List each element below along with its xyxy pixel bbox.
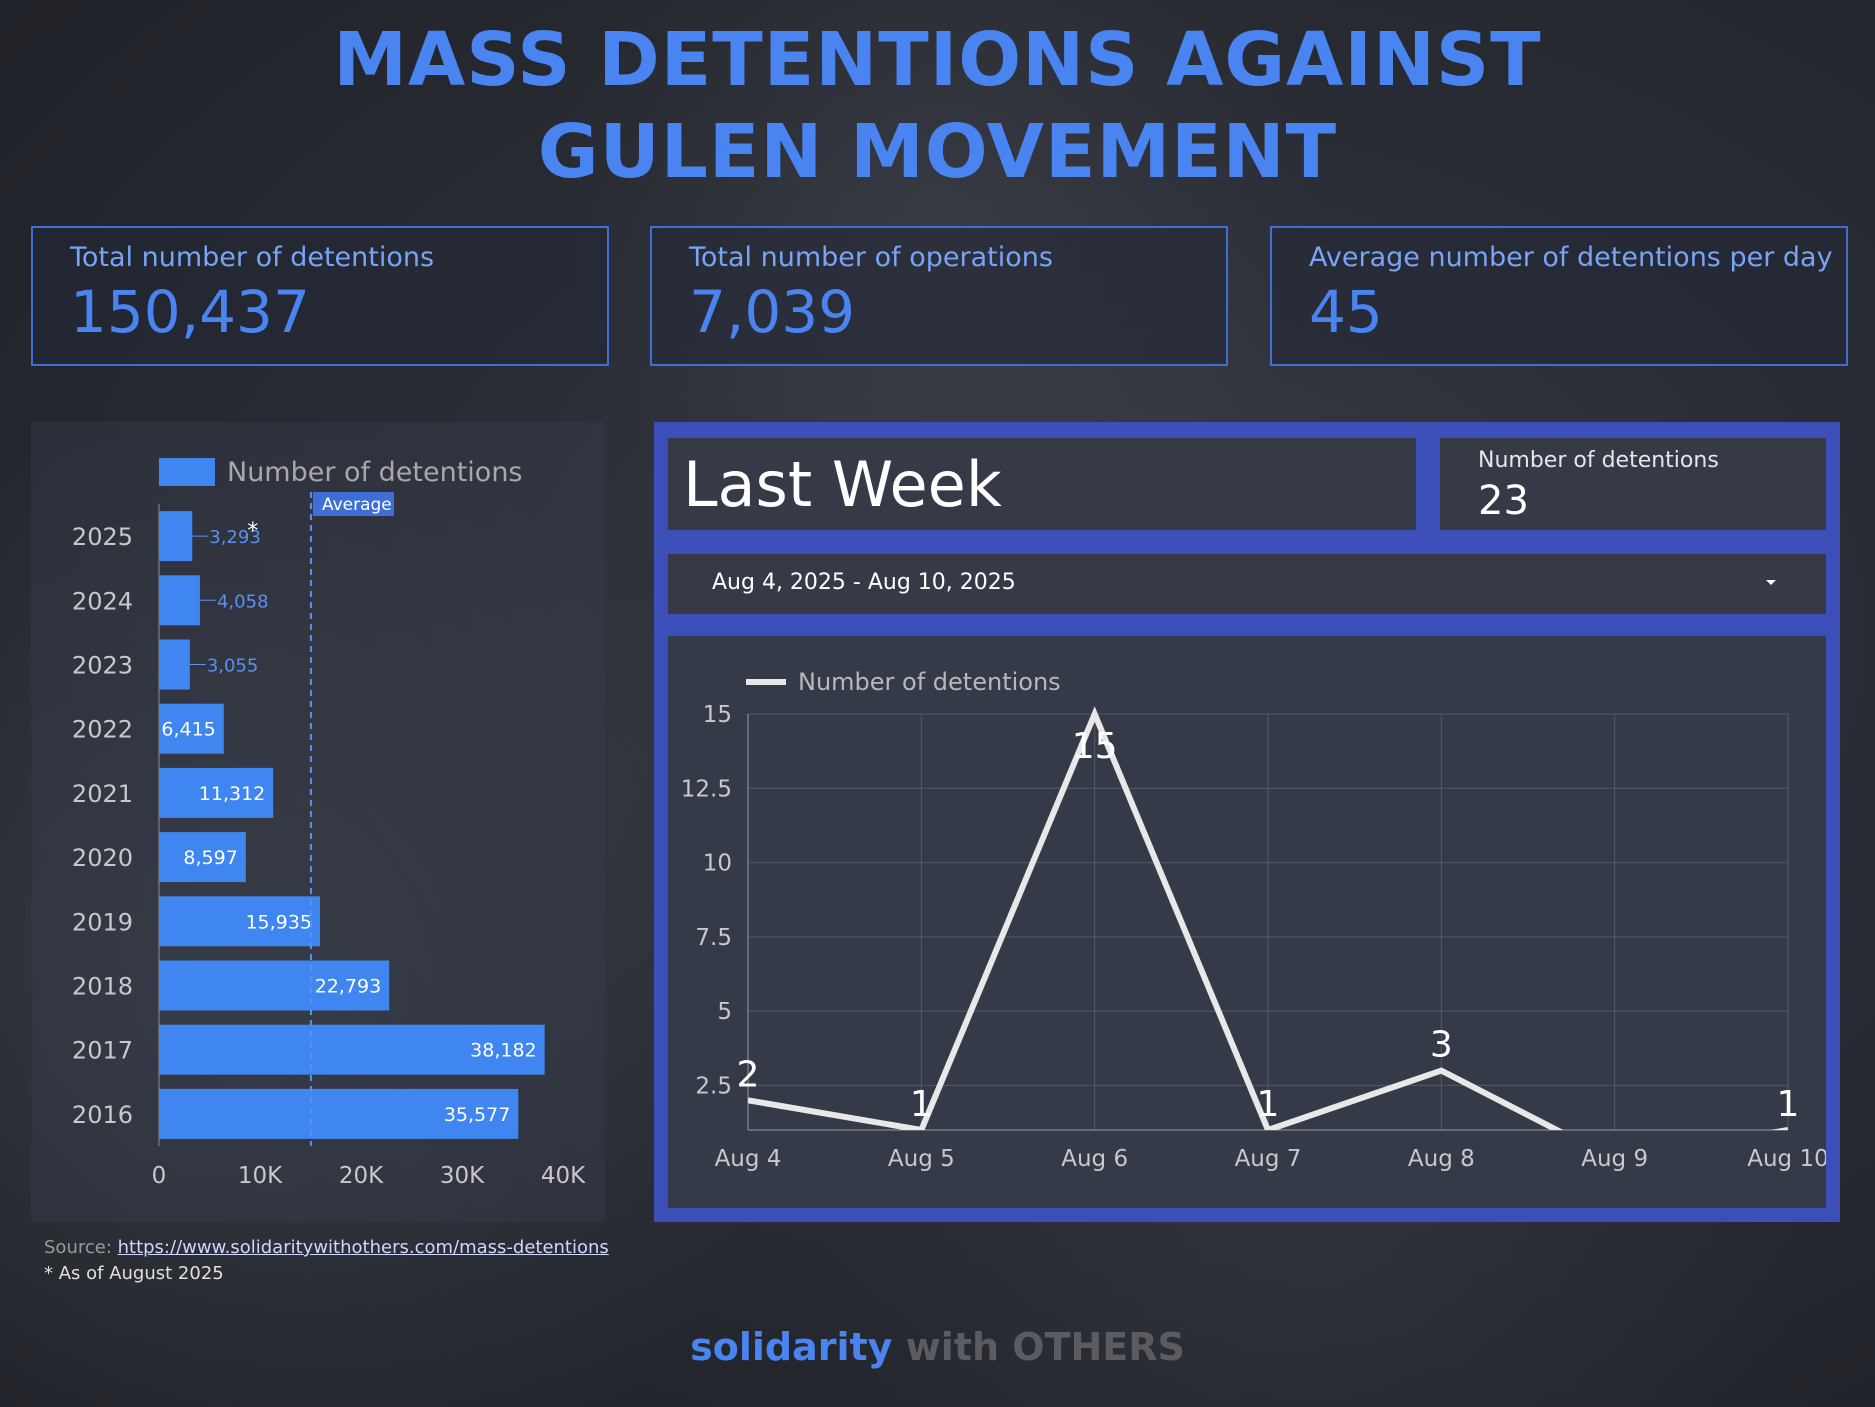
bar-value-label: 38,182 — [470, 1040, 536, 1062]
last-week-header: Last Week — [668, 438, 1416, 530]
source-credit: Source: https://www.solidaritywithothers… — [44, 1237, 609, 1258]
y-tick-label: 15 — [703, 702, 732, 728]
bar-category-label: 2019 — [72, 908, 133, 936]
bar-value-label: 6,415 — [161, 719, 215, 741]
x-tick-label: Aug 9 — [1581, 1146, 1648, 1172]
x-tick-label: Aug 8 — [1408, 1146, 1475, 1172]
point-label: 2 — [737, 1054, 760, 1095]
y-tick-label: 10 — [703, 851, 732, 877]
asterisk-mark: * — [247, 519, 258, 544]
kpi-avg-per-day: Average number of detentions per day 45 — [1270, 226, 1848, 366]
legend-swatch — [159, 458, 215, 486]
bar-value-label: 35,577 — [444, 1104, 510, 1126]
bar-value-label: 8,597 — [183, 847, 237, 869]
last-week-panel: Last Week Number of detentions 23 Aug 4,… — [654, 422, 1840, 1222]
date-range-text: Aug 4, 2025 - Aug 10, 2025 — [712, 570, 1016, 595]
x-tick-label: Aug 7 — [1235, 1146, 1302, 1172]
bar-2022 — [159, 703, 224, 754]
bar-category-label: 2022 — [72, 716, 133, 744]
average-label-bg — [312, 492, 394, 516]
bar-value-label: 22,793 — [315, 976, 381, 998]
title-line-1: MASS DETENTIONS AGAINST — [333, 17, 1542, 103]
point-label: 1 — [910, 1084, 933, 1125]
bar-category-label: 2016 — [72, 1101, 133, 1129]
kpi-value: 150,437 — [70, 278, 310, 346]
x-tick-label: 30K — [440, 1163, 485, 1189]
source-link[interactable]: https://www.solidaritywithothers.com/mas… — [117, 1237, 609, 1258]
bar-category-label: 2017 — [72, 1037, 133, 1065]
x-tick-label: Aug 10 — [1747, 1146, 1826, 1172]
bar-category-label: 2020 — [72, 844, 133, 872]
kpi-value: 7,039 — [689, 278, 856, 346]
kpi-label: Total number of operations — [689, 242, 1053, 273]
daily-line-chart: Number of detentions 2.5 5 7.5 10 12.5 15 Aug … — [681, 668, 1829, 1172]
point-label: 15 — [1072, 726, 1118, 767]
page-title: MASS DETENTIONS AGAINST GULEN MOVEMENT — [0, 14, 1875, 198]
bar-category-label: 2021 — [72, 780, 133, 808]
bar-2024 — [159, 575, 200, 626]
bar-category-label: 2024 — [72, 587, 133, 615]
x-tick-label: 0 — [152, 1163, 167, 1189]
bar-2019 — [159, 896, 320, 947]
y-tick-label: 12.5 — [681, 776, 732, 802]
point-label: 1 — [1257, 1084, 1280, 1125]
kpi-total-operations: Total number of operations 7,039 — [650, 226, 1228, 366]
x-tick-label: 10K — [238, 1163, 283, 1189]
x-tick-label: Aug 5 — [888, 1146, 955, 1172]
x-tick-label: Aug 4 — [715, 1146, 782, 1172]
x-tick-label: 40K — [541, 1163, 586, 1189]
point-label: 3 — [1430, 1025, 1453, 1066]
y-tick-label: 2.5 — [695, 1073, 732, 1099]
footnote: * As of August 2025 — [44, 1263, 224, 1284]
kpi-label: Average number of detentions per day — [1309, 242, 1833, 273]
bar-category-label: 2018 — [72, 973, 133, 1001]
legend-label: Number of detentions — [798, 668, 1061, 696]
kpi-value: 45 — [1309, 278, 1383, 346]
bar-2023 — [159, 639, 190, 690]
legend-label: Number of detentions — [227, 457, 523, 488]
scorecard-value: 23 — [1478, 478, 1529, 524]
source-prefix: Source: — [44, 1237, 118, 1258]
bar-2017 — [159, 1024, 545, 1075]
last-week-scorecard: Number of detentions 23 — [1440, 438, 1826, 530]
dropdown-caret-icon[interactable] — [1766, 580, 1776, 585]
bar-2016 — [159, 1088, 519, 1139]
daily-line-chart-panel: Number of detentions 2.5 5 7.5 10 12.5 15 Aug … — [668, 636, 1829, 1208]
kpi-label: Total number of detentions — [70, 242, 435, 273]
bar-value-label: 15,935 — [245, 911, 311, 933]
bar-2020 — [159, 832, 246, 883]
last-week-title: Last Week — [683, 448, 1002, 521]
bar-category-label: 2025 — [72, 523, 133, 551]
bar-value-label: 3,055 — [207, 656, 259, 677]
scorecard-label: Number of detentions — [1478, 448, 1719, 473]
logo-solidarity: solidarity — [690, 1325, 893, 1369]
logo-with-others: with OTHERS — [892, 1325, 1185, 1369]
brand-logo: solidarity with OTHERS — [0, 1325, 1875, 1369]
bar-value-label: 4,058 — [217, 591, 269, 612]
kpi-total-detentions: Total number of detentions 150,437 — [31, 226, 609, 366]
yearly-bar-chart-panel: Number of detentions 2025 3,293 * 2024 4,058… — [31, 422, 605, 1222]
x-tick-label: 20K — [339, 1163, 384, 1189]
point-label: 1 — [1777, 1084, 1800, 1125]
y-tick-label: 5 — [717, 999, 732, 1025]
y-tick-label: 7.5 — [695, 925, 732, 951]
bar-2021 — [159, 767, 274, 818]
bar-category-label: 2023 — [72, 652, 133, 680]
bar-value-label: 11,312 — [199, 783, 265, 805]
title-line-2: GULEN MOVEMENT — [537, 109, 1338, 195]
bar-2025 — [159, 511, 193, 562]
x-tick-label: Aug 6 — [1061, 1146, 1128, 1172]
yearly-bar-chart: Number of detentions 2025 3,293* 2024 4,058… — [72, 457, 586, 1189]
average-label: Average — [322, 495, 392, 515]
bar-value-label: 3,293 — [209, 527, 261, 548]
date-range-selector[interactable]: Aug 4, 2025 - Aug 10, 2025 — [668, 554, 1826, 614]
bar-2018 — [159, 960, 390, 1011]
